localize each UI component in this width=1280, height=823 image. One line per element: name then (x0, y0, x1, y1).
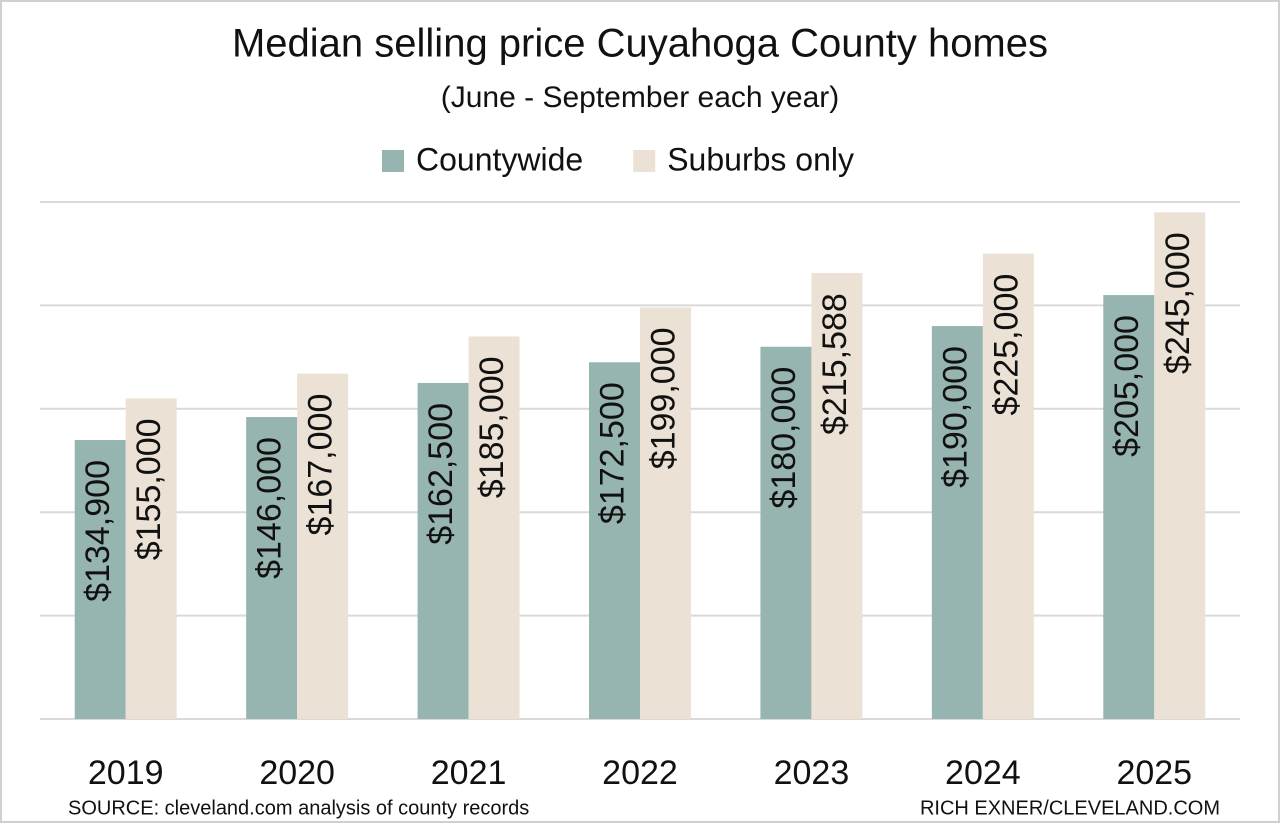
data-label: $167,000 (302, 394, 340, 536)
data-label: $185,000 (473, 356, 511, 498)
x-tick-label: 2024 (945, 754, 1021, 792)
legend-swatch (633, 150, 656, 172)
x-tick-label: 2020 (259, 754, 335, 792)
bar (589, 362, 640, 719)
x-tick-label: 2025 (1116, 754, 1192, 792)
credit-note: RICH EXNER/CLEVELAND.COM (920, 797, 1220, 819)
bar (74, 440, 126, 719)
x-tick-label: 2021 (431, 754, 507, 792)
bar (811, 273, 863, 719)
bar (297, 373, 349, 719)
data-label: $172,500 (593, 382, 631, 524)
data-label: $199,000 (644, 327, 682, 469)
chart-subtitle: (June - September each year) (441, 81, 840, 114)
x-tick-label: 2019 (88, 754, 164, 792)
data-label: $225,000 (987, 274, 1025, 416)
bar (246, 417, 298, 719)
bar (125, 398, 177, 719)
bar (1103, 295, 1155, 719)
data-label: $146,000 (251, 437, 289, 579)
data-label: $155,000 (130, 418, 168, 560)
data-label: $215,588 (816, 293, 854, 435)
source-note: SOURCE: cleveland.com analysis of county… (68, 797, 529, 819)
data-label: $245,000 (1159, 232, 1197, 374)
x-tick-label: 2022 (602, 754, 678, 792)
legend-label: Suburbs only (667, 141, 854, 177)
bar (468, 336, 520, 719)
bar (760, 346, 812, 719)
bar (640, 307, 691, 719)
data-label: $180,000 (765, 367, 803, 509)
data-label: $134,900 (79, 460, 117, 602)
legend-label: Countywide (416, 141, 583, 177)
bar (417, 382, 469, 719)
data-label: $162,500 (422, 403, 460, 545)
bar (982, 253, 1034, 719)
bar (1154, 212, 1206, 719)
data-label: $190,000 (936, 346, 974, 488)
data-label: $205,000 (1108, 315, 1146, 457)
chart-title: Median selling price Cuyahoga County hom… (232, 22, 1048, 66)
bar (931, 326, 983, 719)
legend-swatch (382, 150, 404, 172)
x-tick-label: 2023 (774, 754, 850, 792)
